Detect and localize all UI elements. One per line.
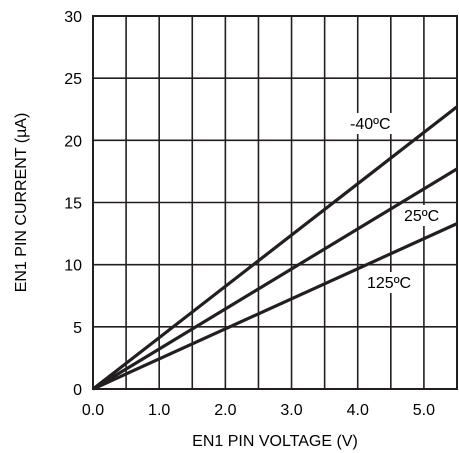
series-label-background bbox=[401, 205, 443, 226]
grid bbox=[93, 16, 457, 389]
x-tick-label: 2.0 bbox=[214, 402, 236, 419]
series-label-background bbox=[347, 113, 398, 134]
x-tick-label: 3.0 bbox=[280, 402, 302, 419]
x-tick-label: 5.0 bbox=[413, 402, 435, 419]
y-tick-label: 15 bbox=[64, 196, 82, 213]
y-tick-label: 10 bbox=[64, 258, 82, 275]
series-label-1: 25ºC bbox=[404, 208, 439, 225]
series-lines bbox=[92, 105, 458, 391]
series-line-1 bbox=[92, 167, 458, 391]
series-label-background bbox=[364, 272, 415, 293]
series-label-2: 125ºC bbox=[367, 275, 411, 292]
series-line-2 bbox=[92, 222, 458, 391]
y-tick-label: 30 bbox=[64, 9, 82, 26]
series-label-0: -40ºC bbox=[350, 116, 391, 133]
x-tick-label: 0.0 bbox=[82, 402, 104, 419]
x-tick-label: 4.0 bbox=[347, 402, 369, 419]
y-axis-title: EN1 PIN CURRENT (µA) bbox=[13, 113, 30, 293]
y-tick-label: 0 bbox=[73, 382, 82, 399]
x-axis-title: EN1 PIN VOLTAGE (V) bbox=[192, 433, 358, 450]
series-line-0 bbox=[92, 105, 458, 391]
y-tick-label: 5 bbox=[73, 320, 82, 337]
series-labels: -40ºC 25ºC 125ºC bbox=[347, 113, 443, 293]
tick-labels: 0.0 1.0 2.0 3.0 4.0 5.0 0 5 10 15 20 25 30 bbox=[64, 9, 435, 419]
plot-frame bbox=[92, 15, 458, 390]
y-tick-label: 20 bbox=[64, 133, 82, 150]
y-tick-label: 25 bbox=[64, 71, 82, 88]
x-tick-label: 1.0 bbox=[148, 402, 170, 419]
